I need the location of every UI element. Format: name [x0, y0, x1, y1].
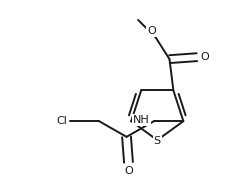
Text: O: O [147, 26, 156, 36]
Text: O: O [124, 166, 133, 176]
Text: Cl: Cl [57, 116, 68, 126]
Text: O: O [201, 52, 210, 62]
Text: S: S [154, 136, 161, 146]
Text: NH: NH [133, 115, 150, 125]
